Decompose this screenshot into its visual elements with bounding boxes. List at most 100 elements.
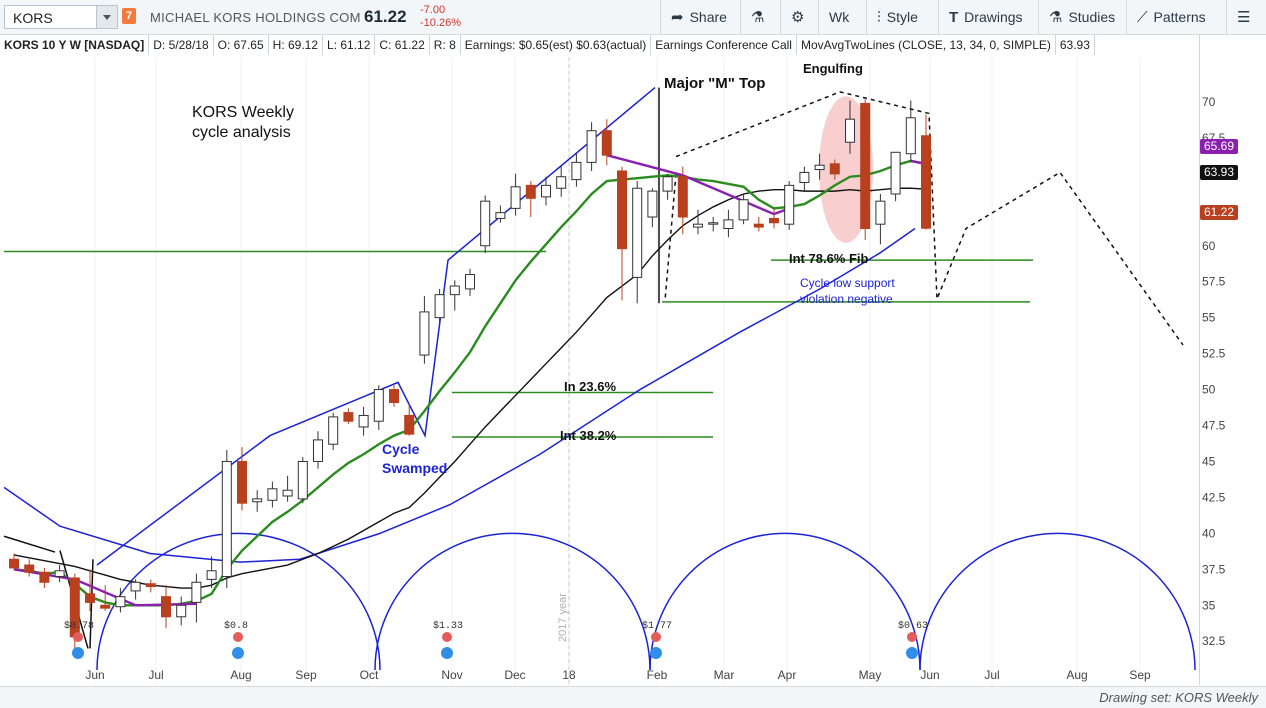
candle bbox=[753, 217, 764, 232]
earnings-icon bbox=[651, 632, 661, 642]
cycle-arc bbox=[96, 532, 381, 671]
candle bbox=[723, 209, 734, 238]
studies-label: Studies bbox=[1068, 9, 1116, 25]
candle-body bbox=[510, 186, 521, 209]
annotation-title-line1: KORS Weekly bbox=[192, 104, 294, 121]
candle bbox=[449, 280, 460, 311]
candle bbox=[829, 159, 840, 180]
share-icon: ➦ bbox=[671, 9, 684, 26]
candle bbox=[495, 205, 506, 223]
conference-call-icon bbox=[650, 647, 662, 659]
legend-title: KORS 10 Y W [NASDAQ] bbox=[0, 35, 150, 55]
style-button[interactable]: ⫶ Style bbox=[866, 0, 938, 34]
candle bbox=[373, 385, 384, 430]
candle bbox=[54, 565, 65, 583]
settings-button[interactable]: ⚙ bbox=[780, 0, 818, 34]
x-tick-label: Jul bbox=[984, 668, 999, 682]
candle bbox=[404, 403, 415, 436]
price-axis[interactable]: 32.53537.54042.54547.55052.55557.56062.5… bbox=[1199, 35, 1266, 685]
menu-button[interactable]: ☰ bbox=[1226, 0, 1266, 34]
candle-body bbox=[693, 223, 703, 228]
candle-body bbox=[586, 130, 597, 163]
candle bbox=[617, 166, 627, 301]
candle-body bbox=[9, 558, 19, 569]
candle bbox=[130, 579, 141, 600]
x-tick-label: Apr bbox=[778, 668, 797, 682]
candle bbox=[419, 296, 430, 364]
x-tick-label: Oct bbox=[360, 668, 379, 682]
candle bbox=[632, 181, 643, 304]
symbol-input[interactable]: KORS bbox=[4, 5, 118, 29]
candle-body bbox=[404, 414, 415, 435]
candle bbox=[601, 119, 612, 166]
candle bbox=[769, 208, 779, 229]
change-percent: -10.26% bbox=[420, 17, 461, 29]
drawings-button[interactable]: T Drawings bbox=[938, 0, 1038, 34]
aggregation-label: Wk bbox=[829, 9, 850, 25]
m-top-leg bbox=[664, 173, 677, 301]
slow-moving-average bbox=[13, 187, 927, 589]
drawing-set-label[interactable]: Drawing set: KORS Weekly bbox=[1099, 690, 1258, 705]
flask-button[interactable]: ⚗ bbox=[740, 0, 780, 34]
candle bbox=[161, 585, 171, 629]
candle bbox=[738, 193, 749, 225]
top-toolbar: KORS 7 MICHAEL KORS HOLDINGS COM 61.22 -… bbox=[0, 0, 1266, 35]
candle-body bbox=[556, 176, 567, 189]
earnings-icon bbox=[907, 632, 917, 642]
candle-body bbox=[100, 604, 111, 609]
legend-earnings: Earnings: $0.65(est) $0.63(actual) bbox=[461, 35, 652, 55]
price-chart[interactable]: 2017 year KORS Weekly cycle analysis Major … bbox=[0, 57, 1199, 686]
annotation-cycle: Cycle bbox=[382, 441, 420, 457]
y-tick-label: 60 bbox=[1202, 239, 1216, 253]
conference-call-icon bbox=[441, 647, 453, 659]
text-tool-icon: T bbox=[949, 8, 959, 26]
annotation-cycle-low-1: Cycle low support bbox=[800, 276, 895, 290]
y-tick-label: 42.5 bbox=[1202, 490, 1226, 504]
share-label: Share bbox=[689, 9, 727, 25]
candle-body bbox=[723, 219, 734, 230]
candle bbox=[525, 181, 536, 217]
patterns-button[interactable]: ⟋ Patterns bbox=[1126, 0, 1226, 34]
flag-icon[interactable]: 7 bbox=[122, 8, 136, 24]
candle bbox=[69, 573, 80, 656]
x-tick-label: Sep bbox=[295, 668, 317, 682]
candle-body bbox=[480, 200, 491, 247]
candle bbox=[9, 553, 19, 570]
candle bbox=[206, 556, 217, 589]
share-button[interactable]: ➦ Share bbox=[660, 0, 740, 34]
candle-body bbox=[617, 170, 627, 250]
annotation-fib-382: Int 38.2% bbox=[560, 428, 617, 443]
x-tick-label: Aug bbox=[230, 668, 251, 682]
candle-body bbox=[541, 184, 551, 198]
candle-body bbox=[495, 212, 506, 219]
early-slow-ma bbox=[3, 535, 56, 553]
menu-icon: ☰ bbox=[1237, 9, 1251, 26]
x-tick-label: Feb bbox=[647, 668, 668, 682]
candle bbox=[480, 195, 491, 253]
symbol-dropdown-icon[interactable] bbox=[96, 6, 117, 28]
fast-ma-down-segment-2 bbox=[606, 154, 790, 216]
candle-body bbox=[845, 118, 855, 143]
candle-body bbox=[784, 184, 795, 225]
candle bbox=[860, 99, 871, 241]
year-label: 2017 year bbox=[557, 593, 569, 642]
candle bbox=[921, 114, 931, 230]
candle bbox=[890, 151, 901, 202]
candle bbox=[115, 588, 126, 613]
candle bbox=[328, 412, 339, 450]
conference-call-icon bbox=[906, 647, 918, 659]
candle-body bbox=[115, 596, 126, 608]
legend-close: C: 61.22 bbox=[375, 35, 430, 55]
candle bbox=[647, 188, 658, 228]
x-tick-label: Dec bbox=[504, 668, 525, 682]
cycle-arc bbox=[649, 532, 921, 671]
x-tick-label: Jun bbox=[920, 668, 939, 682]
candle bbox=[237, 447, 247, 511]
candle bbox=[465, 268, 475, 297]
earnings-icon bbox=[442, 632, 452, 642]
studies-button[interactable]: ⚗ Studies bbox=[1038, 0, 1126, 34]
aggregation-button[interactable]: Wk bbox=[818, 0, 866, 34]
candle-body bbox=[708, 222, 719, 225]
price-tag-fast-ma: 65.69 bbox=[1200, 139, 1238, 154]
candle-body bbox=[221, 460, 232, 578]
